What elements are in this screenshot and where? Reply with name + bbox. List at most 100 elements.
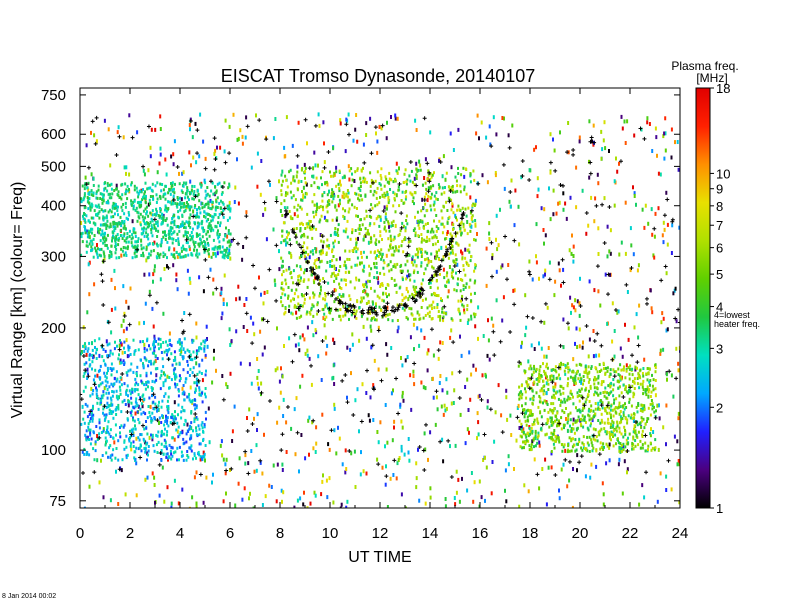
echo-point (459, 190, 462, 194)
echo-point (384, 444, 386, 449)
echo-point (87, 198, 90, 202)
echo-point (423, 176, 426, 180)
echo-point (599, 447, 602, 451)
echo-point (217, 216, 220, 219)
echo-point (181, 221, 184, 225)
echo-point (304, 268, 307, 272)
echo-point (301, 304, 304, 308)
echo-point (184, 196, 187, 200)
echo-point (646, 385, 649, 389)
echo-point (126, 384, 129, 388)
echo-point (86, 196, 89, 199)
echo-point (361, 314, 363, 318)
echo-point (145, 231, 148, 235)
echo-point (421, 220, 424, 224)
echo-point (606, 369, 609, 373)
echo-point (456, 242, 459, 246)
echo-point (399, 265, 402, 268)
echo-point (428, 186, 431, 190)
echo-point (174, 182, 176, 186)
echo-point (197, 224, 200, 228)
echo-point (110, 182, 113, 186)
echo-point (423, 226, 425, 230)
echo-point (160, 240, 163, 244)
echo-point (164, 205, 167, 208)
echo-point (152, 342, 155, 346)
echo-point (272, 136, 275, 141)
echo-point (152, 324, 155, 329)
echo-point (193, 242, 196, 246)
echo-point (98, 368, 101, 372)
echo-point (333, 341, 336, 345)
echo-point (170, 505, 173, 508)
echo-point (430, 303, 433, 307)
echo-point (143, 172, 146, 177)
echo-point (144, 190, 146, 194)
echo-point (183, 337, 186, 341)
echo-point (431, 236, 434, 240)
echo-point (138, 189, 141, 193)
echo-point (385, 253, 388, 258)
echo-point (288, 304, 291, 308)
echo-point (98, 248, 101, 252)
echo-point (435, 214, 438, 217)
echo-point (114, 286, 116, 291)
echo-point (567, 121, 570, 125)
echo-point (591, 449, 594, 453)
echo-point (263, 290, 266, 295)
echo-point (426, 312, 429, 316)
echo-point (140, 379, 143, 383)
echo-point (146, 475, 149, 480)
echo-point (177, 435, 180, 439)
echo-point (457, 299, 460, 303)
echo-point (381, 465, 384, 470)
echo-point (355, 237, 358, 241)
echo-point (567, 395, 570, 399)
echo-point (651, 149, 654, 153)
echo-point (211, 215, 214, 219)
echo-point (187, 224, 190, 228)
echo-point (313, 193, 316, 197)
echo-point (485, 246, 488, 251)
echo-point (162, 381, 165, 385)
echo-point (186, 348, 189, 352)
echo-point (608, 411, 611, 415)
echo-point (81, 184, 84, 188)
echo-point (85, 143, 88, 148)
echo-point (353, 205, 356, 209)
echo-point (116, 224, 119, 228)
echo-point (664, 116, 667, 121)
echo-point (464, 207, 467, 211)
echo-point (171, 414, 174, 418)
echo-point (358, 198, 361, 202)
echo-point (370, 328, 373, 333)
echo-point (569, 424, 571, 428)
echo-point (132, 230, 135, 234)
echo-point (564, 372, 567, 376)
echo-point (306, 212, 309, 216)
echo-point (378, 224, 381, 228)
echo-point (528, 259, 531, 264)
echo-point (409, 273, 412, 277)
echo-point (449, 247, 452, 251)
echo-point (432, 184, 435, 188)
echo-point (193, 454, 196, 458)
echo-point (322, 120, 325, 125)
echo-point (204, 189, 207, 193)
echo-point (630, 243, 633, 248)
echo-point (186, 422, 189, 427)
echo-point (433, 291, 435, 295)
echo-point (320, 492, 323, 497)
echo-point (186, 395, 189, 399)
echo-point (596, 172, 599, 177)
echo-point (375, 196, 378, 200)
echo-point (641, 429, 644, 433)
echo-point (437, 183, 440, 187)
echo-point (155, 227, 158, 231)
echo-point (454, 190, 457, 194)
echo-point (206, 237, 209, 241)
echo-point (390, 239, 393, 243)
echo-point (375, 266, 378, 270)
echo-point (312, 446, 315, 451)
echo-point (168, 232, 171, 236)
